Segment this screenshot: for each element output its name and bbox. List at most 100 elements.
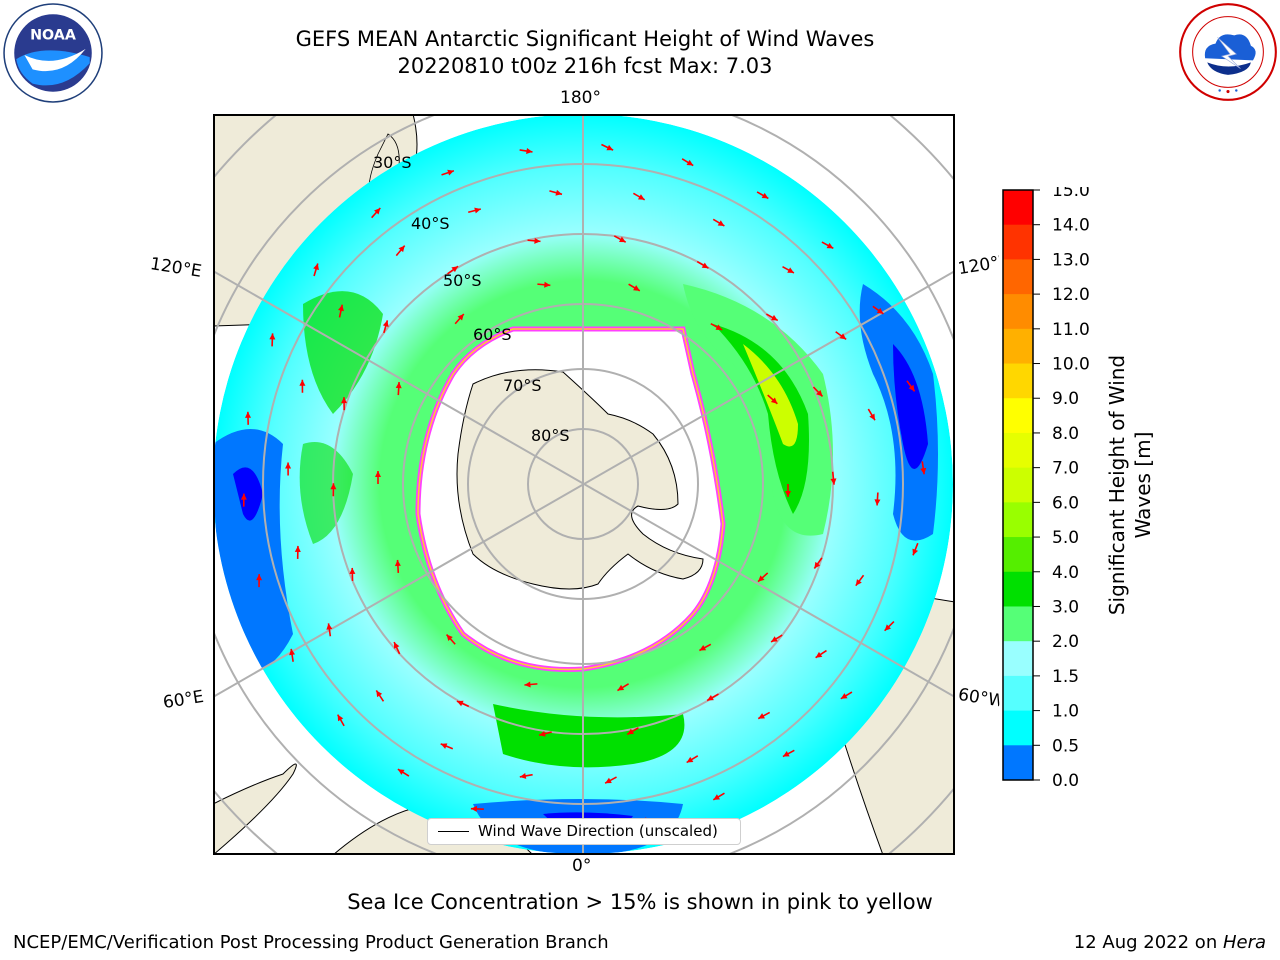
wave-arrow-head xyxy=(606,144,614,151)
colorbar-tick-label: 2.0 xyxy=(1052,632,1079,652)
colorbar-tick-label: 8.0 xyxy=(1052,424,1079,444)
lon-label-120w: 120°W xyxy=(956,252,1002,280)
wave-arrow-head xyxy=(456,700,464,707)
colorbar-swatch xyxy=(1003,675,1033,712)
colorbar-tick-label: 1.0 xyxy=(1052,702,1079,722)
colorbar-swatch xyxy=(1003,294,1033,330)
wave-arrow-head xyxy=(285,462,292,469)
lon-label-120e: 120°E xyxy=(148,254,203,282)
wave-arrow-head xyxy=(299,379,306,386)
wave-arrow-head xyxy=(519,772,527,779)
lon-label-180: 180° xyxy=(560,88,601,108)
wave-arrow-head xyxy=(717,220,725,226)
colorbar-tick-label: 4.0 xyxy=(1052,563,1079,583)
colorbar-swatch xyxy=(1003,537,1033,573)
wave-arrow-head xyxy=(686,159,694,166)
wave-arrow-head xyxy=(376,690,383,698)
colorbar-tick-label: 14.0 xyxy=(1052,216,1090,236)
wave-arrow-head xyxy=(771,636,778,642)
wave-arrow-head xyxy=(785,491,791,497)
wave-arrow-head xyxy=(686,756,694,763)
legend-line-swatch xyxy=(438,831,469,832)
colorbar-tick-label: 11.0 xyxy=(1052,320,1090,340)
wave-arrow-head xyxy=(375,471,381,477)
wave-arrow-head xyxy=(451,266,459,273)
colorbar-swatch xyxy=(1003,710,1033,746)
wave-arrow-head xyxy=(394,559,401,567)
wave-arrow-head xyxy=(637,194,645,200)
colorbar: 15.0 14.0 13.0 12.0 11.0 10.0 9.0 8.0 7.0 6.0 5.0 4… xyxy=(1002,187,1090,787)
wave-arrow-head xyxy=(256,574,263,581)
lat-label-70s: 70°S xyxy=(503,376,542,395)
nws-logo xyxy=(1179,3,1277,101)
wave-arrow-head xyxy=(294,545,301,552)
wave-arrow-head xyxy=(526,148,533,154)
colorbar-swatch xyxy=(1003,641,1033,677)
wave-arrow-head xyxy=(771,314,778,321)
wave-arrow-head xyxy=(855,579,862,586)
wave-arrow-head xyxy=(240,493,247,500)
wind-wave-arrows xyxy=(240,143,927,829)
colorbar-label-line1: Significant Height of Wind xyxy=(1105,354,1129,616)
wave-arrow-head xyxy=(758,713,765,719)
wave-arrow-head xyxy=(539,730,546,737)
map-subtitle: 20220810 t00z 216h fcst Max: 7.03 xyxy=(397,54,773,78)
wave-arrow-head xyxy=(884,624,892,631)
wave-arrow-head xyxy=(715,324,723,330)
wave-arrow-head xyxy=(397,769,405,775)
lat-label-40s: 40°S xyxy=(411,214,450,233)
wave-arrow-head xyxy=(770,397,778,404)
lat-label-50s: 50°S xyxy=(443,271,482,290)
wave-arrow-head xyxy=(840,693,848,699)
wave-arrow-head xyxy=(912,548,919,556)
sea-ice-caption: Sea Ice Concentration > 15% is shown in … xyxy=(347,890,933,914)
colorbar-tick-label: 1.5 xyxy=(1052,667,1079,687)
colorbar-label: Significant Height of Wind Waves [m] xyxy=(1080,300,1180,670)
map-title: GEFS MEAN Antarctic Significant Height o… xyxy=(295,27,875,51)
colorbar-swatch xyxy=(1003,224,1033,260)
wave-arrow-head xyxy=(782,751,790,757)
noaa-logo: NOAA xyxy=(3,3,103,103)
wave-arrow-head xyxy=(440,743,448,749)
wave-arrow-head xyxy=(633,285,640,291)
footer-date: 12 Aug 2022 on Hera xyxy=(1074,932,1266,953)
wave-arrow-head xyxy=(619,236,626,243)
colorbar-swatch xyxy=(1003,467,1033,503)
colorbar-tick-label: 9.0 xyxy=(1052,389,1079,409)
wave-arrow-head xyxy=(830,478,837,485)
wave-arrow-head xyxy=(313,263,319,271)
wave-arrow-head xyxy=(349,567,356,575)
wave-arrow-head xyxy=(617,684,625,691)
wave-arrow-head xyxy=(341,397,348,404)
wave-arrow-head xyxy=(920,467,927,475)
wave-arrow-head xyxy=(289,648,296,656)
wave-arrow-head xyxy=(869,413,875,421)
colorbar-tick-label: 12.0 xyxy=(1052,285,1090,305)
footer-host: Hera xyxy=(1222,932,1266,953)
wave-arrow-head xyxy=(699,644,707,651)
wave-arrow-head xyxy=(534,237,541,244)
wave-arrow-head xyxy=(908,384,915,392)
colorbar-swatch xyxy=(1003,398,1033,434)
graticule xyxy=(213,114,955,855)
colorbar-swatch xyxy=(1003,745,1033,781)
lon-label-60w: 60°W xyxy=(956,684,1002,712)
wave-arrow-head xyxy=(393,642,400,649)
wave-arrow-head xyxy=(382,320,389,327)
wave-arrow-head xyxy=(555,189,562,196)
colorbar-tick-label: 0.5 xyxy=(1052,736,1079,756)
colorbar-label-line2: Waves [m] xyxy=(1131,431,1155,539)
lat-label-80s: 80°S xyxy=(531,426,570,445)
wave-arrow-head xyxy=(761,192,769,199)
colorbar-tick-label: 7.0 xyxy=(1052,459,1079,479)
colorbar-tick-label: 0.0 xyxy=(1052,771,1079,787)
wave-arrow-head xyxy=(627,728,634,735)
wave-arrow-head xyxy=(701,262,709,269)
colorbar-swatch xyxy=(1003,606,1033,642)
colorbar-tick-label: 13.0 xyxy=(1052,250,1090,270)
colorbar-swatch xyxy=(1003,190,1033,226)
wave-arrow-head xyxy=(457,313,464,321)
footer-producer: NCEP/EMC/Verification Post Processing Pr… xyxy=(13,932,609,953)
wave-arrow-head xyxy=(815,651,823,658)
wave-arrow-head xyxy=(446,634,453,642)
